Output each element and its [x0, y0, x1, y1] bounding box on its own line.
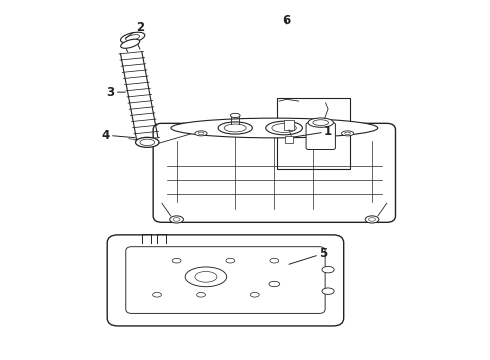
- Ellipse shape: [198, 132, 204, 135]
- Ellipse shape: [342, 131, 354, 136]
- Text: 6: 6: [282, 14, 291, 27]
- Ellipse shape: [266, 121, 302, 135]
- Ellipse shape: [170, 216, 183, 223]
- Ellipse shape: [195, 271, 217, 282]
- FancyBboxPatch shape: [126, 247, 325, 314]
- Ellipse shape: [185, 267, 227, 287]
- Bar: [285, 136, 293, 143]
- Ellipse shape: [322, 266, 334, 273]
- Ellipse shape: [224, 124, 246, 132]
- Text: 1: 1: [294, 125, 332, 138]
- Ellipse shape: [195, 131, 207, 136]
- Bar: [284, 120, 294, 130]
- Ellipse shape: [140, 139, 155, 145]
- Ellipse shape: [121, 32, 145, 43]
- Ellipse shape: [313, 120, 329, 126]
- Ellipse shape: [173, 218, 180, 221]
- Ellipse shape: [230, 113, 240, 118]
- Ellipse shape: [322, 288, 334, 294]
- Ellipse shape: [125, 35, 140, 41]
- FancyBboxPatch shape: [107, 235, 343, 326]
- Text: 4: 4: [101, 129, 135, 142]
- Ellipse shape: [308, 118, 333, 127]
- Text: 2: 2: [125, 21, 144, 39]
- FancyBboxPatch shape: [153, 123, 395, 222]
- Ellipse shape: [171, 118, 378, 138]
- Bar: [277, 98, 350, 169]
- Ellipse shape: [272, 123, 296, 132]
- FancyBboxPatch shape: [306, 123, 335, 149]
- Text: 3: 3: [106, 86, 125, 99]
- Ellipse shape: [136, 137, 159, 147]
- Ellipse shape: [121, 39, 140, 48]
- Ellipse shape: [269, 281, 280, 287]
- Ellipse shape: [218, 122, 252, 134]
- Ellipse shape: [368, 218, 375, 221]
- Ellipse shape: [344, 132, 350, 135]
- Ellipse shape: [365, 216, 379, 223]
- Text: 5: 5: [289, 247, 327, 264]
